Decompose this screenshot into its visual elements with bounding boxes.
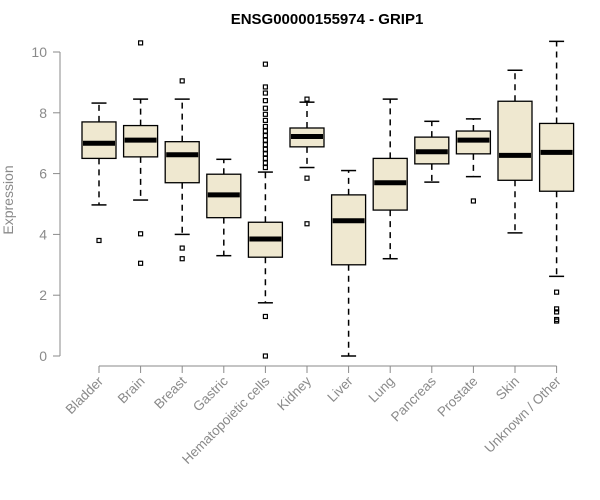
- outlier-point: [304, 221, 310, 227]
- y-axis: 0 2 4 6 8 10: [31, 44, 61, 364]
- outlier-point: [262, 105, 268, 111]
- outlier-point: [262, 61, 268, 67]
- box: [81, 121, 117, 160]
- x-tick-label: Unknown / Other: [481, 373, 564, 456]
- box-group: [497, 69, 533, 234]
- box-group: [247, 61, 284, 359]
- box-group: [164, 78, 200, 262]
- chart-title: ENSG00000155974 - GRIP1: [231, 11, 424, 28]
- outlier-point: [262, 90, 268, 96]
- outlier-point: [138, 231, 144, 237]
- box-group: [455, 118, 492, 204]
- outlier-point: [262, 151, 268, 157]
- outlier-point: [304, 96, 310, 102]
- y-tick-label: 2: [39, 287, 47, 303]
- y-tick-label: 0: [39, 348, 47, 364]
- outlier-point: [262, 137, 268, 143]
- x-tick-label: Liver: [324, 373, 356, 405]
- box-group: [538, 40, 575, 324]
- box: [497, 100, 533, 181]
- box-group: [372, 98, 408, 260]
- box-group: [206, 158, 242, 257]
- x-tick-label: Gastric: [190, 373, 231, 414]
- y-tick-label: 8: [39, 105, 47, 121]
- box-group: [414, 120, 450, 183]
- outlier-point: [262, 160, 268, 166]
- outlier-point: [262, 128, 268, 134]
- outlier-point: [262, 155, 268, 161]
- outlier-point: [262, 164, 268, 171]
- outlier-point: [179, 256, 185, 262]
- outlier-point: [304, 175, 310, 181]
- outlier-point: [262, 142, 268, 148]
- outlier-point: [262, 98, 268, 104]
- y-tick-label: 4: [39, 226, 47, 242]
- x-tick-label: Prostate: [434, 374, 480, 420]
- x-tick-label: Lung: [365, 374, 397, 406]
- y-tick-label: 10: [31, 44, 47, 60]
- outlier-point: [262, 133, 268, 139]
- box-group: [289, 96, 325, 227]
- outlier-point: [470, 198, 476, 204]
- x-tick-label: Skin: [493, 374, 522, 403]
- outlier-point: [179, 78, 185, 84]
- outlier-point: [553, 309, 560, 315]
- x-tick-label: Pancreas: [388, 373, 439, 424]
- outlier-point: [262, 146, 268, 152]
- outlier-point: [262, 84, 268, 90]
- outlier-point: [262, 111, 268, 117]
- box-group: [330, 169, 367, 357]
- box: [538, 122, 575, 192]
- outlier-point: [96, 237, 102, 244]
- outlier-point: [553, 289, 560, 295]
- outlier-point: [262, 313, 268, 320]
- outlier-point: [138, 40, 144, 46]
- x-tick-label: Bladder: [63, 373, 107, 417]
- box: [164, 141, 200, 184]
- y-tick-label: 6: [39, 166, 47, 182]
- outlier-point: [138, 260, 144, 266]
- x-tick-label: Brain: [115, 374, 148, 407]
- y-axis-label: Expression: [0, 165, 16, 234]
- box: [330, 194, 367, 266]
- box-group: [81, 102, 117, 244]
- outlier-point: [553, 306, 560, 312]
- outlier-point: [262, 117, 268, 124]
- outlier-point: [553, 318, 560, 324]
- plot-area: [81, 40, 575, 359]
- x-tick-label: Kidney: [274, 373, 314, 413]
- outlier-point: [262, 123, 268, 130]
- outlier-point: [179, 245, 185, 251]
- box-group: [122, 40, 159, 266]
- x-tick-label: Breast: [151, 373, 189, 411]
- outlier-point: [262, 353, 268, 359]
